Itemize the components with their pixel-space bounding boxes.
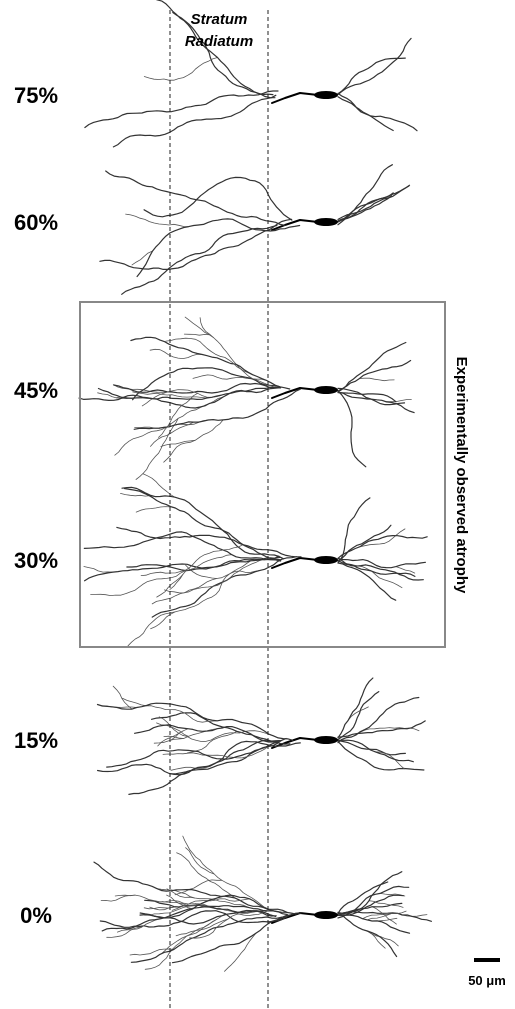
- dendrite: [113, 686, 132, 709]
- dendrite: [161, 440, 195, 446]
- neuron-drawings: [79, 0, 431, 971]
- scale-label: 50 μm: [468, 973, 506, 988]
- dendrite: [338, 742, 424, 771]
- dendrite: [166, 338, 276, 388]
- apical-trunk: [272, 220, 318, 230]
- row-labels: 75% 60% 45% 30% 15% 0%: [14, 83, 58, 928]
- dendrite: [122, 487, 284, 558]
- dendrite: [338, 165, 392, 222]
- dendrite: [164, 558, 265, 593]
- dendrite: [190, 919, 229, 938]
- dendrite: [158, 729, 188, 746]
- dendrite: [144, 58, 217, 81]
- soma: [314, 386, 338, 394]
- dendrite: [85, 91, 278, 128]
- dendrite: [157, 723, 189, 737]
- row-label: 60%: [14, 210, 58, 235]
- dendrite: [338, 361, 411, 391]
- dendrite: [338, 58, 405, 94]
- region-label: Radiatum: [185, 33, 253, 50]
- dendrite: [338, 559, 423, 581]
- neuron: [84, 474, 427, 646]
- dendrite: [338, 721, 425, 737]
- dendrite: [338, 915, 410, 934]
- dendrite: [377, 918, 397, 921]
- box-label: Experimentally observed atrophy: [453, 357, 470, 594]
- dendrite: [98, 703, 293, 740]
- row-label: 75%: [14, 83, 58, 108]
- neuron: [79, 317, 414, 479]
- dendrite: [338, 498, 370, 563]
- figure: Stratum Radiatum Experimentally observed…: [0, 0, 515, 1009]
- dendrite: [338, 559, 425, 568]
- dendrite: [136, 507, 175, 512]
- dendrite: [338, 97, 393, 131]
- row-label: 0%: [20, 903, 52, 928]
- dendrite: [338, 391, 366, 467]
- dendrite: [113, 95, 275, 147]
- dendrite: [115, 397, 223, 455]
- dendrite: [137, 219, 300, 277]
- dendrite: [144, 177, 292, 220]
- apical-trunk: [272, 93, 318, 103]
- dendrite: [79, 387, 281, 400]
- neuron: [100, 165, 410, 295]
- soma: [314, 736, 338, 744]
- neuron: [94, 836, 431, 971]
- dendrite: [150, 349, 202, 358]
- dendrite: [338, 536, 427, 559]
- row-label: 15%: [14, 728, 58, 753]
- dendrite: [338, 38, 411, 94]
- dendrite: [106, 171, 285, 225]
- dendrite: [338, 912, 431, 922]
- dendrite: [85, 557, 281, 581]
- neuron: [85, 0, 417, 147]
- region-label: Stratum: [191, 11, 248, 28]
- dendrite: [338, 388, 405, 404]
- dendrite: [122, 226, 277, 295]
- dendrite: [128, 561, 251, 646]
- dendrite: [91, 555, 232, 596]
- dendrite: [396, 567, 415, 574]
- neuron: [98, 678, 426, 794]
- dendrite: [338, 913, 397, 957]
- dendrite: [135, 420, 209, 428]
- soma: [314, 91, 338, 99]
- row-label: 30%: [14, 548, 58, 573]
- row-label: 45%: [14, 378, 58, 403]
- dendrite: [185, 317, 253, 375]
- apical-trunk: [272, 388, 318, 398]
- dendrite: [159, 393, 198, 437]
- soma: [314, 556, 338, 564]
- dendrite: [98, 740, 282, 775]
- dendrite: [135, 725, 279, 742]
- dendrite: [225, 933, 257, 971]
- dendrite: [84, 532, 280, 561]
- dendrite: [338, 741, 405, 755]
- dendrite: [131, 917, 286, 963]
- dendrite: [152, 557, 296, 617]
- soma: [314, 218, 338, 226]
- soma: [314, 911, 338, 919]
- dendrite: [184, 334, 209, 335]
- dendrite: [100, 219, 292, 269]
- dendrite: [84, 567, 113, 573]
- dendrite: [94, 862, 287, 912]
- dendrite: [338, 393, 396, 402]
- dendrite: [360, 378, 395, 381]
- atrophy-box: [80, 302, 445, 647]
- dendrite: [338, 93, 417, 130]
